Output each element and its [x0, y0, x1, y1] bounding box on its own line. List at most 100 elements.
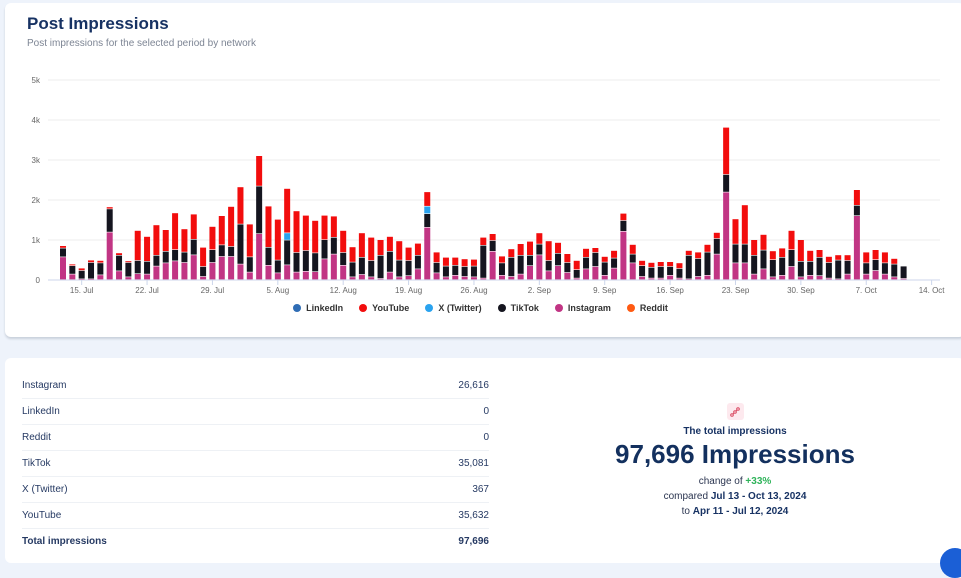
legend-label: TikTok [510, 303, 539, 313]
row-value: 35,081 [458, 458, 489, 469]
bar-segment-instagram [807, 275, 814, 280]
x-tick-label: 26. Aug [460, 286, 487, 295]
bar-segment-youtube [704, 244, 711, 252]
legend-item-x-twitter[interactable]: X (Twitter) [425, 303, 482, 313]
y-tick-label: 0 [36, 276, 41, 285]
bar-segment-tiktok [424, 214, 431, 227]
bar-segment-tiktok [685, 255, 692, 279]
bar-segment-instagram [302, 271, 309, 280]
bar-segment-youtube [564, 254, 571, 263]
bar-segment-instagram [573, 278, 580, 280]
bar-segment-tiktok [88, 262, 95, 279]
bar-segment-youtube [358, 233, 365, 257]
bar-segment-youtube [405, 247, 412, 261]
summary-label: The total impressions [683, 426, 787, 437]
bar-segment-youtube [97, 260, 104, 263]
bar-segment-youtube [788, 230, 795, 250]
bar-segment-x-twitter [424, 206, 431, 214]
bar-segment-youtube [368, 237, 375, 261]
bar-segment-instagram [340, 265, 347, 280]
bar-segment-tiktok [330, 237, 337, 254]
bar-segment-tiktok [433, 262, 440, 273]
bar-segment-instagram [470, 277, 477, 280]
bar-segment-youtube [424, 192, 431, 206]
bar-segment-youtube [134, 230, 141, 261]
bar-segment-youtube [153, 225, 160, 255]
legend-item-linkedin[interactable]: LinkedIn [293, 303, 343, 313]
bar-segment-youtube [760, 234, 767, 250]
bar-segment-instagram [414, 269, 421, 280]
bar-segment-youtube [667, 262, 674, 267]
bar-segment-instagram [769, 277, 776, 280]
bar-segment-instagram [779, 275, 786, 280]
bar-segment-tiktok [190, 239, 197, 255]
bar-segment-instagram [368, 277, 375, 280]
bar-segment-tiktok [368, 260, 375, 277]
impressions-summary-card: Instagram 26,616 LinkedIn 0 Reddit 0 TikTok… [5, 358, 961, 563]
bar-segment-instagram [816, 276, 823, 280]
bar-segment-tiktok [256, 186, 263, 234]
y-tick-label: 1k [32, 236, 41, 245]
bar-segment-tiktok [452, 265, 459, 275]
chat-widget-button[interactable] [940, 548, 961, 578]
y-tick-label: 4k [32, 116, 41, 125]
bar-segment-tiktok [769, 260, 776, 277]
bar-segment-tiktok [648, 267, 655, 278]
bar-segment-youtube [536, 233, 543, 244]
bar-segment-instagram [424, 227, 431, 280]
bar-segment-instagram [648, 278, 655, 280]
total-summary: The total impressions 97,696 Impressions… [545, 403, 925, 519]
bar-segment-tiktok [312, 253, 319, 272]
bar-segment-youtube [844, 255, 851, 261]
bar-segment-instagram [835, 279, 842, 280]
bar-segment-instagram [480, 278, 487, 280]
bar-segment-tiktok [508, 257, 515, 277]
bar-segment-tiktok [517, 255, 524, 274]
bar-segment-youtube [78, 268, 85, 271]
legend-label: LinkedIn [306, 303, 344, 313]
bar-segment-youtube [330, 216, 337, 237]
bar-segment-tiktok [629, 254, 636, 263]
bar-segment-instagram [321, 259, 328, 280]
bar-segment-tiktok [237, 224, 244, 264]
bar-segment-instagram [461, 276, 468, 280]
bar-segment-instagram [78, 279, 85, 280]
bar-segment-tiktok [480, 245, 487, 278]
legend-label: Reddit [639, 303, 668, 313]
legend-item-youtube[interactable]: YouTube [359, 303, 409, 313]
bar-segment-tiktok [713, 238, 720, 254]
bar-segment-tiktok [144, 261, 151, 274]
row-label: Instagram [22, 380, 67, 391]
bar-segment-youtube [489, 234, 496, 241]
legend-label: Instagram [567, 303, 611, 313]
bar-segment-tiktok [498, 263, 505, 275]
legend-item-tiktok[interactable]: TikTok [497, 303, 539, 313]
bar-segment-instagram [751, 274, 758, 280]
row-label: YouTube [22, 510, 62, 521]
bar-segment-youtube [377, 240, 384, 255]
bar-segment-tiktok [293, 252, 300, 272]
bar-segment-tiktok [732, 244, 739, 263]
x-tick-label: 23. Sep [722, 286, 750, 295]
bar-segment-youtube [695, 252, 702, 259]
bar-segment-tiktok [386, 251, 393, 272]
bar-segment-youtube [555, 242, 562, 253]
bar-segment-instagram [144, 274, 151, 280]
bar-segment-tiktok [349, 262, 356, 277]
bar-segment-youtube [60, 246, 66, 248]
legend-item-reddit[interactable]: Reddit [626, 303, 668, 313]
bar-segment-tiktok [134, 260, 141, 274]
legend-item-instagram[interactable]: Instagram [554, 303, 611, 313]
bar-segment-instagram [172, 261, 179, 280]
row-value: 0 [483, 432, 489, 443]
bar-segment-instagram [527, 266, 533, 280]
bar-segment-youtube [498, 256, 505, 263]
bar-segment-instagram [125, 277, 132, 280]
bar-segment-youtube [321, 215, 328, 240]
bar-segment-youtube [891, 258, 898, 264]
bar-segment-instagram [667, 275, 674, 280]
bar-segment-instagram [704, 275, 711, 280]
bar-segment-youtube [741, 205, 748, 244]
bar-segment-tiktok [779, 257, 786, 275]
bar-segment-youtube [181, 229, 188, 252]
